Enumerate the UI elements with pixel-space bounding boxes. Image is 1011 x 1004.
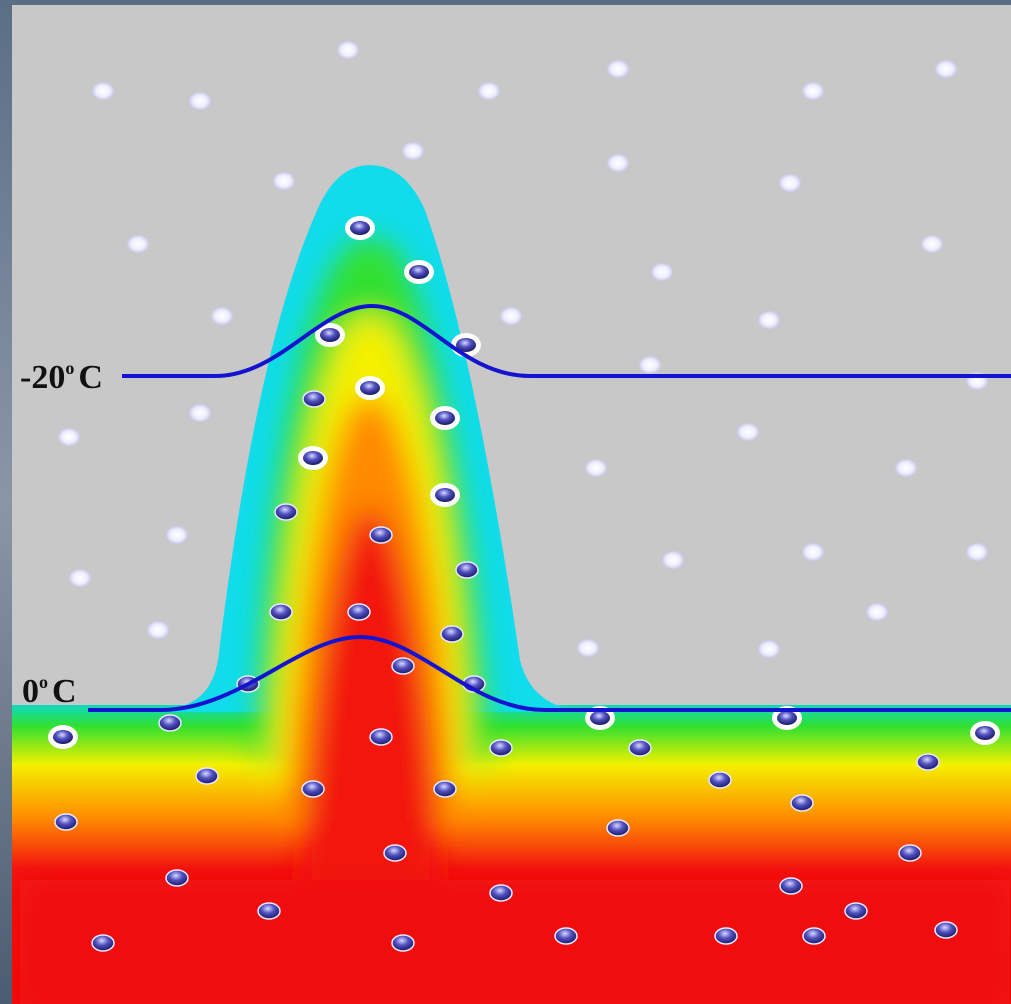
ice-crystal xyxy=(866,603,888,621)
ice-crystal xyxy=(737,423,759,441)
water-droplet xyxy=(455,561,479,579)
water-droplet xyxy=(165,869,189,887)
ice-crystal xyxy=(189,404,211,422)
ice-crystal xyxy=(802,543,824,561)
supercooled-droplet xyxy=(320,328,340,342)
water-droplet xyxy=(844,902,868,920)
water-droplet xyxy=(54,813,78,831)
supercooled-droplet xyxy=(360,381,380,395)
ice-crystal xyxy=(147,621,169,639)
ice-crystal xyxy=(935,60,957,78)
degree-sign: o xyxy=(65,358,74,378)
isotherm-label: 0o C xyxy=(22,672,77,710)
supercooled-droplet xyxy=(435,488,455,502)
isotherm-unit: C xyxy=(52,673,77,710)
ice-crystal xyxy=(58,428,80,446)
ice-crystal xyxy=(758,640,780,658)
isotherm-label: -20o C xyxy=(20,358,103,396)
supercooled-droplet xyxy=(350,221,370,235)
water-droplet xyxy=(934,921,958,939)
ice-crystal xyxy=(69,569,91,587)
water-droplet xyxy=(369,526,393,544)
supercooled-droplet xyxy=(409,265,429,279)
ice-crystal xyxy=(966,543,988,561)
water-droplet xyxy=(391,657,415,675)
water-droplet xyxy=(440,625,464,643)
water-droplet xyxy=(391,934,415,952)
ice-crystal xyxy=(585,459,607,477)
isotherm-0 xyxy=(88,634,1011,712)
water-droplet xyxy=(369,728,393,746)
ice-crystal xyxy=(662,551,684,569)
water-droplet xyxy=(606,819,630,837)
ice-crystal xyxy=(607,154,629,172)
water-droplet xyxy=(433,780,457,798)
water-droplet xyxy=(802,927,826,945)
water-droplet xyxy=(489,739,513,757)
water-droplet xyxy=(554,927,578,945)
ice-crystal xyxy=(189,92,211,110)
ice-crystal xyxy=(802,82,824,100)
water-droplet xyxy=(274,503,298,521)
supercooled-droplet xyxy=(303,451,323,465)
ice-crystal xyxy=(895,459,917,477)
water-droplet xyxy=(302,390,326,408)
ice-crystal xyxy=(211,307,233,325)
particles xyxy=(48,41,1000,952)
supercooled-droplet xyxy=(53,730,73,744)
ice-crystal xyxy=(92,82,114,100)
water-droplet xyxy=(301,780,325,798)
water-droplet xyxy=(489,884,513,902)
ice-crystal xyxy=(337,41,359,59)
supercooled-droplet xyxy=(590,711,610,725)
water-droplet xyxy=(898,844,922,862)
water-droplet xyxy=(257,902,281,920)
ice-crystal xyxy=(127,235,149,253)
supercooled-droplet xyxy=(456,338,476,352)
water-droplet xyxy=(269,603,293,621)
ice-crystal xyxy=(758,311,780,329)
degree-sign: o xyxy=(39,672,48,692)
ice-crystal xyxy=(577,639,599,657)
water-droplet xyxy=(628,739,652,757)
ice-crystal xyxy=(166,526,188,544)
water-droplet xyxy=(383,844,407,862)
water-droplet xyxy=(158,714,182,732)
isotherm-unit: C xyxy=(78,359,103,396)
ice-crystal xyxy=(500,307,522,325)
water-droplet xyxy=(195,767,219,785)
supercooled-droplet xyxy=(435,411,455,425)
ice-crystal xyxy=(639,356,661,374)
ice-crystal xyxy=(402,142,424,160)
isotherm-minus-20 xyxy=(122,303,1011,378)
ice-crystal xyxy=(478,82,500,100)
water-droplet xyxy=(714,927,738,945)
isotherm-value: 0 xyxy=(22,673,39,710)
water-droplet xyxy=(708,771,732,789)
isotherm-value: -20 xyxy=(20,359,65,396)
water-droplet xyxy=(790,794,814,812)
ice-crystal xyxy=(921,235,943,253)
ice-crystal xyxy=(607,60,629,78)
water-droplet xyxy=(347,603,371,621)
supercooled-droplet xyxy=(777,711,797,725)
ice-crystal xyxy=(779,174,801,192)
water-droplet xyxy=(779,877,803,895)
ice-crystal xyxy=(651,263,673,281)
water-droplet xyxy=(91,934,115,952)
ice-crystal xyxy=(273,172,295,190)
water-droplet xyxy=(916,753,940,771)
supercooled-droplet xyxy=(975,726,995,740)
